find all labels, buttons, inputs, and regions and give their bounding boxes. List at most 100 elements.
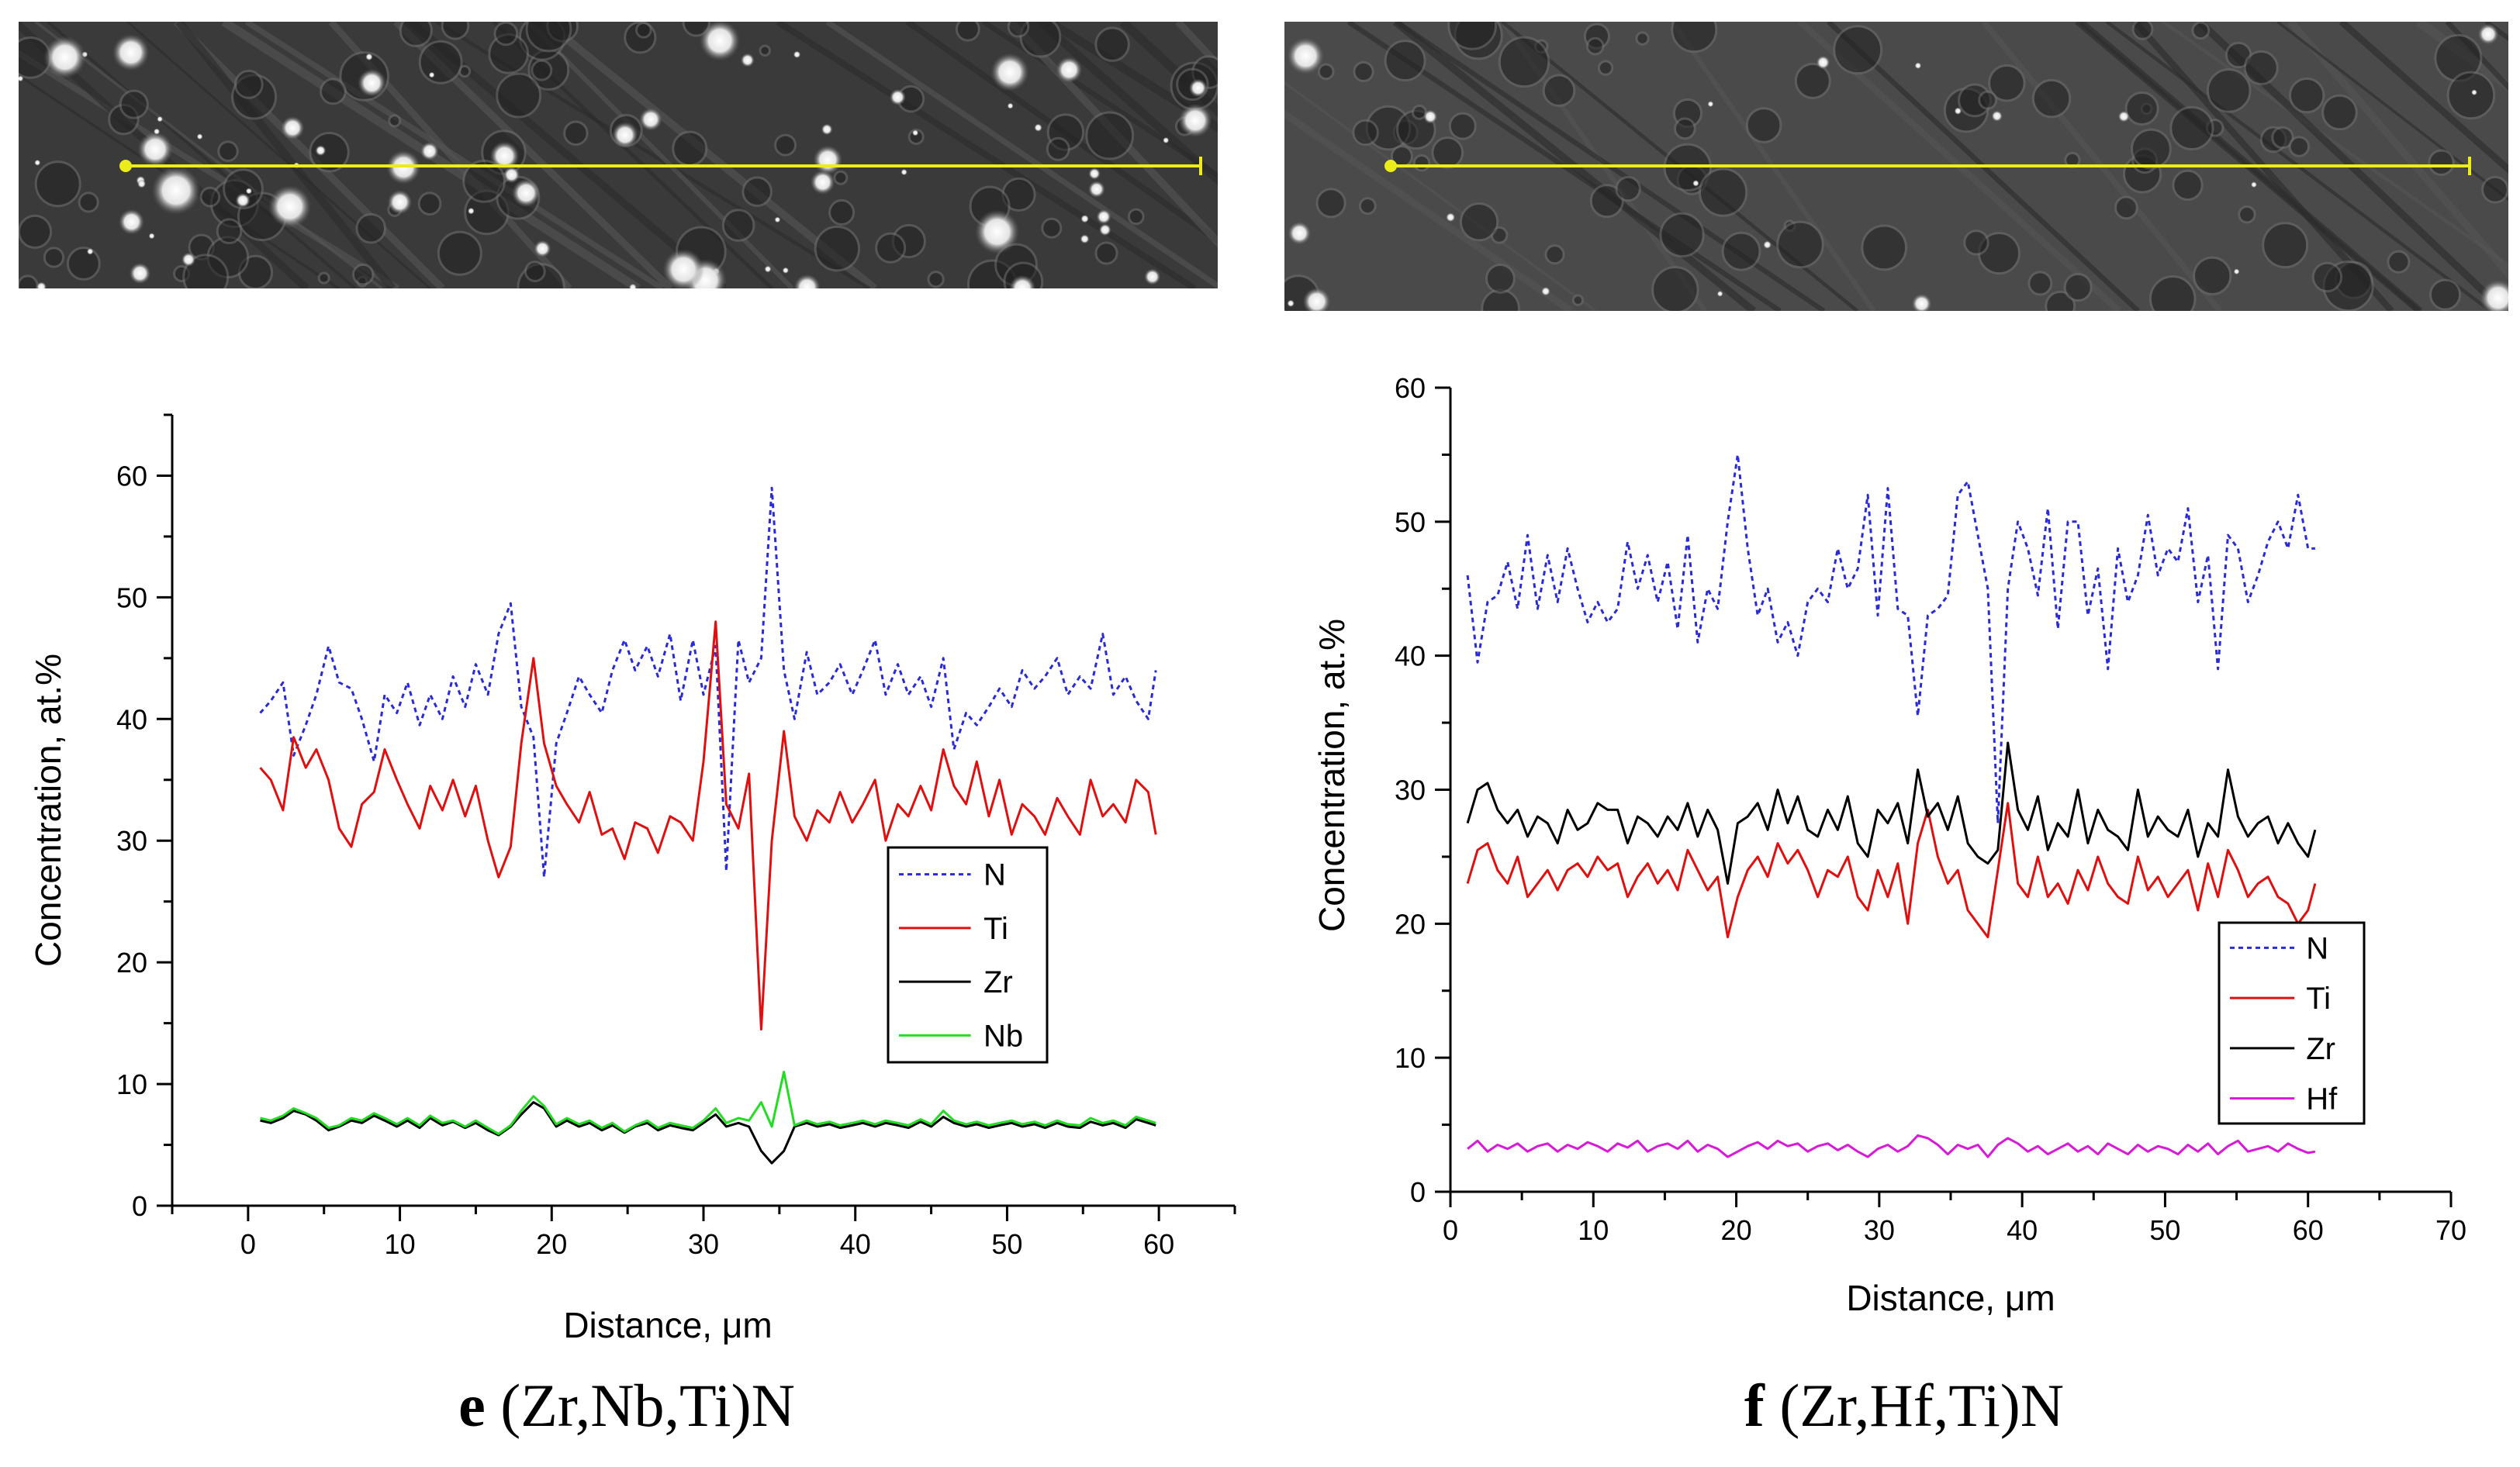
p1-sem-pit xyxy=(2428,278,2462,311)
p0-sem-pit xyxy=(216,218,243,245)
p0-sem-pit xyxy=(19,274,39,288)
p0-sem-particle xyxy=(420,141,439,161)
p0-sem-pit xyxy=(814,225,861,272)
p1-y-tick-label: 60 xyxy=(1395,372,1426,404)
p1-sem-pit xyxy=(2311,261,2343,293)
p0-legend-label-nb: Nb xyxy=(983,1019,1023,1053)
p1-legend: N Ti Zr Hf xyxy=(2218,921,2366,1125)
p1-y-tick-label: 10 xyxy=(1395,1042,1426,1074)
p1-series-ti-line xyxy=(1466,802,2317,939)
p1-sem-pit xyxy=(1833,25,1883,75)
p0-sem-particle xyxy=(534,240,551,257)
p0-legend: N Ti Zr Nb xyxy=(887,846,1049,1064)
p1-sem-pit xyxy=(2172,169,2204,202)
p1-sem-pit xyxy=(1481,288,1520,311)
p1-sem-particle xyxy=(2477,23,2499,45)
p0-y-tick-label: 60 xyxy=(116,460,147,492)
p0-sem-particle xyxy=(245,188,253,195)
p0-sem-pit xyxy=(43,247,65,268)
p0-sem-particle xyxy=(157,116,164,123)
p0-sem-streak xyxy=(175,22,396,288)
p1-sem-pit xyxy=(2131,22,2154,40)
p0-sem-pit xyxy=(317,271,330,285)
p0-sem-pit xyxy=(417,192,442,216)
p1-axes: 0 10 20 30 40 50 60 70 0 10 20 30 40 50 60 Distance, μm… xyxy=(1312,372,2466,1318)
p0-sem-particle xyxy=(1188,78,1208,98)
p1-y-tick-label: 50 xyxy=(1395,506,1426,538)
p0-sem-particle xyxy=(112,33,150,71)
p1-sem-pit xyxy=(2191,22,2211,40)
p1-sem-pit xyxy=(1459,202,1499,242)
p0-x-tick-label: 40 xyxy=(840,1228,871,1260)
p1-legend-label-n: N xyxy=(2306,931,2328,965)
p1-sem-pit xyxy=(1353,60,1374,83)
p1-sem-pit xyxy=(1615,175,1641,202)
p0-sem-pit xyxy=(34,161,81,208)
p0-sem-pit xyxy=(199,186,221,208)
p1-legend-label-zr: Zr xyxy=(2306,1032,2335,1066)
p0-sem-pit xyxy=(1127,208,1145,226)
p0-sem-particle xyxy=(428,71,435,78)
p0-sem-particle xyxy=(900,168,907,176)
p0-sem-particle xyxy=(365,53,373,61)
p1-x-tick-label: 70 xyxy=(2435,1214,2466,1246)
p1-y-tick-label: 40 xyxy=(1395,640,1426,672)
p0-y-tick-label: 50 xyxy=(116,582,147,613)
p0-sem-particle xyxy=(1096,209,1111,225)
p1-sem-pit xyxy=(1317,63,1335,81)
p1-sem-pit xyxy=(2446,71,2496,120)
p1-sem-particle xyxy=(1954,107,1962,116)
p0-sem-particle xyxy=(1056,57,1083,84)
p0-sem-particle xyxy=(137,131,173,167)
p1-x-axis-label: Distance, μm xyxy=(1846,1278,2055,1318)
p1-sem-pit xyxy=(1447,22,1498,50)
p0-sem-particle xyxy=(764,265,772,273)
p1-sem-pit xyxy=(1412,154,1431,172)
p0-sem-streak xyxy=(244,22,664,288)
p1-sem-pit xyxy=(2063,272,2093,302)
p0-sem-particle xyxy=(387,189,413,215)
p1-sem-particle xyxy=(2470,89,2477,96)
p1-sem-pit xyxy=(1585,36,1605,56)
p0-sem-pit xyxy=(19,214,53,250)
p0-sem-pit xyxy=(741,176,773,207)
p0-sem-pit xyxy=(833,170,849,185)
p0-sem-particle xyxy=(280,116,305,140)
p0-sem-pit xyxy=(759,44,772,57)
p0-sem-pit xyxy=(1041,217,1063,239)
p0-sem-particle xyxy=(1080,234,1090,244)
p1-sem-particle xyxy=(1707,101,1714,108)
p1-legend-box xyxy=(2218,921,2366,1125)
p1-x-tick-label: 0 xyxy=(1443,1214,1458,1246)
p0-sem-pit xyxy=(388,114,402,128)
p0-sem-pit xyxy=(721,209,755,242)
p0-linescan-start-dot xyxy=(119,160,132,172)
p0-sem-particle xyxy=(793,274,821,288)
p0-sem-particle xyxy=(315,145,327,157)
p1-sem-pit xyxy=(2271,126,2294,150)
p1-sem-pit xyxy=(2206,68,2252,113)
p1-sem-particle xyxy=(1763,240,1772,250)
p0-sem-pit xyxy=(1094,241,1118,265)
p0-sem-pit xyxy=(233,69,264,99)
p0-sem-pit xyxy=(828,198,856,226)
p0-sem-pit xyxy=(1007,22,1030,38)
p0-sem-pit xyxy=(525,22,572,53)
p0-sem-particle xyxy=(974,209,1020,254)
p0-sem-particle xyxy=(810,170,835,195)
p1-sem-pit xyxy=(1861,224,1908,271)
p0-sem-particle xyxy=(34,159,41,166)
p0-x-tick-label: 0 xyxy=(240,1228,256,1260)
p1-sem-pit xyxy=(2288,77,2325,114)
p0-sem-pit xyxy=(496,72,542,119)
p1-sem-pit xyxy=(1671,22,1718,54)
p0-x-tick-label: 10 xyxy=(385,1228,416,1260)
p0-sem-particle xyxy=(1007,102,1014,109)
p1-sem-pit xyxy=(2192,256,2232,296)
p0-sem-pit xyxy=(524,261,546,283)
p0-sem-pit xyxy=(223,168,264,209)
p0-y-tick-label: 0 xyxy=(132,1190,147,1222)
p1-sem-pit xyxy=(1544,244,1565,265)
p0-sem-particle xyxy=(1088,167,1101,180)
